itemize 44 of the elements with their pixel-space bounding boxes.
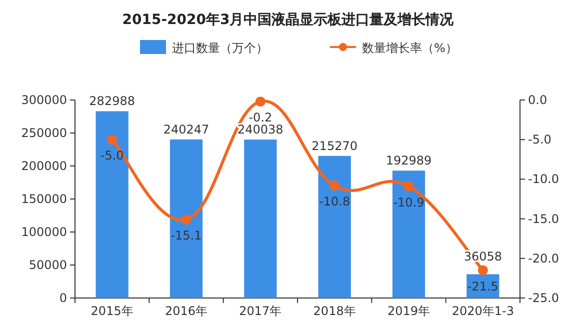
- data-label: -21.5: [467, 279, 498, 294]
- point: [107, 134, 118, 145]
- y-tick-label: 0: [59, 291, 67, 305]
- data-label: -5.0: [100, 148, 124, 163]
- y-tick-label: 200000: [21, 159, 67, 173]
- x-tick-label: 2017年: [239, 304, 282, 318]
- data-label: -10.9: [393, 195, 424, 210]
- point: [181, 214, 192, 225]
- data-label: 240247: [163, 122, 210, 136]
- point: [404, 181, 414, 192]
- y2-tick-label: -15.0: [528, 212, 560, 226]
- data-label: -0.2: [248, 110, 272, 125]
- y2-tick-label: -10.0: [528, 172, 560, 186]
- x-tick-label: 2015年: [90, 304, 134, 318]
- point: [478, 265, 488, 276]
- y-tick-label: 250000: [21, 126, 67, 140]
- data-label: -10.8: [319, 194, 350, 209]
- point: [255, 96, 266, 107]
- y-tick-label: 50000: [28, 258, 67, 272]
- legend-label: 数量增长率（%）: [362, 41, 458, 55]
- chart-title: 2015-2020年3月中国液晶显示板进口量及增长情况: [122, 11, 455, 28]
- y-tick-label: 300000: [21, 93, 67, 107]
- y2-tick-label: 0.0: [528, 93, 548, 107]
- data-label: -15.1: [170, 228, 202, 243]
- bar: [392, 170, 426, 298]
- legend-label: 进口数量（万个）: [172, 41, 268, 55]
- data-label: 240038: [238, 122, 284, 137]
- y2-tick-label: -20.0: [528, 251, 560, 266]
- x-tick-label: 2018年: [313, 304, 356, 318]
- x-tick-label: 2019年: [387, 304, 430, 318]
- bar: [244, 140, 277, 298]
- bar: [170, 139, 203, 298]
- y2-tick-label: -25.0: [528, 291, 560, 305]
- point: [330, 180, 340, 191]
- bar: [96, 111, 128, 298]
- bar: [318, 156, 351, 298]
- data-label: 282988: [89, 94, 135, 108]
- data-label: 215270: [312, 138, 358, 153]
- y-tick-label: 100000: [21, 225, 67, 239]
- x-tick-label: 2016年: [164, 304, 208, 318]
- x-tick-label: 2020年1-3: [452, 304, 514, 318]
- y-tick-label: 150000: [21, 192, 67, 206]
- y2-tick-label: -5.0: [528, 132, 552, 147]
- data-label: 192989: [386, 154, 432, 168]
